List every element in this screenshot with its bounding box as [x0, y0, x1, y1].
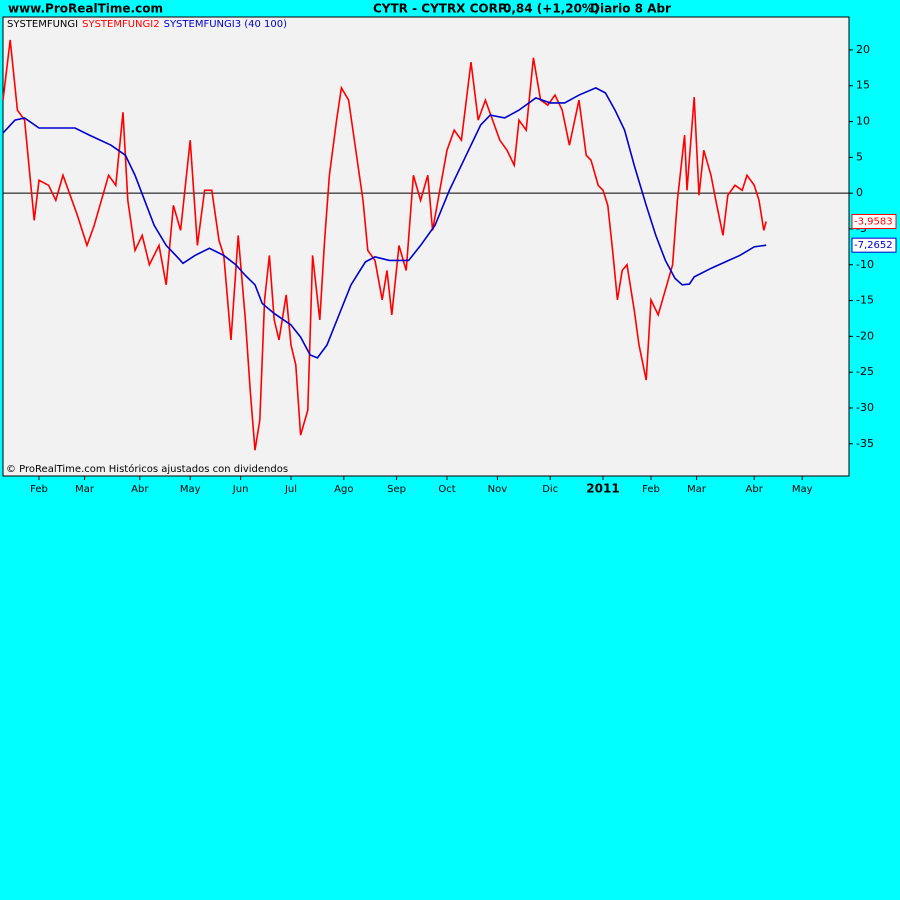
legend-entry: SYSTEMFUNGI2 — [82, 19, 159, 30]
footer: © ProRealTime.com Históricos ajustados c… — [6, 463, 288, 475]
y-tick-label: -20 — [856, 329, 874, 342]
legend-entry: SYSTEMFUNGI3 (40 100) — [164, 19, 288, 30]
x-tick-label: Dic — [542, 484, 558, 495]
x-tick-label: Ago — [334, 484, 353, 495]
last-value-label: -7,2652 — [854, 240, 893, 251]
y-tick-label: 15 — [856, 79, 870, 92]
last-value-box — [851, 237, 897, 253]
x-tick-label: Jun — [232, 484, 249, 495]
quote: 0,84 (+1,20%) — [503, 2, 599, 16]
x-tick-label: May — [180, 484, 201, 495]
y-tick-label: 5 — [856, 150, 863, 163]
plot-area — [2, 16, 850, 477]
x-tick-label: Mar — [687, 484, 707, 495]
y-tick-label: -15 — [856, 294, 874, 307]
x-tick-label: Feb — [30, 484, 48, 495]
symbol: CYTR - CYTRX CORP. — [373, 2, 509, 16]
x-tick-label: Oct — [438, 484, 455, 495]
y-tick-label: 10 — [856, 115, 870, 128]
x-tick-label: Feb — [642, 484, 660, 495]
y-tick-label: 20 — [856, 43, 870, 56]
y-tick-label: -10 — [856, 258, 874, 271]
last-value-label: -3,9583 — [854, 216, 893, 227]
series-line — [2, 39, 767, 451]
series-line — [2, 87, 767, 359]
y-tick-label: -35 — [856, 437, 874, 450]
x-tick-label: Abr — [131, 484, 149, 495]
x-tick-label: Nov — [488, 484, 508, 495]
last-value-box — [851, 213, 897, 229]
x-tick-label: 2011 — [586, 482, 619, 496]
x-tick-label: Jul — [284, 484, 297, 495]
y-tick-label: -25 — [856, 365, 874, 378]
x-tick-label: May — [792, 484, 813, 495]
x-tick-label: Sep — [387, 484, 406, 495]
y-tick-label: -30 — [856, 401, 874, 414]
x-tick-label: Abr — [746, 484, 764, 495]
x-tick-label: Mar — [75, 484, 95, 495]
legend-entry: SYSTEMFUNGI — [7, 19, 78, 30]
y-tick-label: 0 — [856, 186, 863, 199]
period: Diario 8 Abr — [590, 2, 671, 16]
site: www.ProRealTime.com — [8, 2, 163, 16]
